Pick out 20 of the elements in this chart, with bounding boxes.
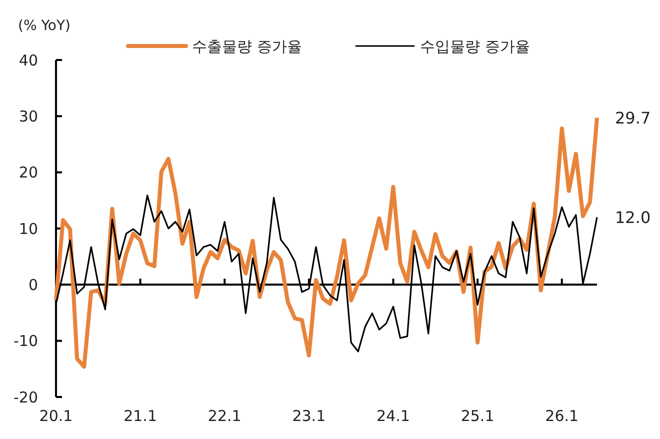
x-tick-label: 24.1 (376, 407, 410, 425)
x-tick-label: 25.1 (460, 407, 494, 425)
y-tick-label: 0 (28, 276, 38, 294)
x-tick-label: 22.1 (208, 407, 242, 425)
data-label: 29.7 (615, 108, 651, 128)
y-tick-label: -20 (14, 388, 38, 406)
y-tick-label: 40 (18, 51, 38, 70)
y-axis-title: (% YoY) (18, 18, 70, 34)
y-tick-label: 30 (18, 107, 38, 126)
x-tick-label: 20.1 (39, 407, 73, 425)
x-tick-label: 21.1 (124, 407, 158, 425)
y-tick-label: -10 (14, 332, 38, 350)
data-label: 12.0 (615, 208, 651, 227)
line-series (54, 116, 599, 369)
x-tick-label: 23.1 (292, 407, 326, 425)
x-tick-label: 26.1 (545, 407, 579, 425)
legend-label: 수입물량 증가율 (420, 37, 530, 56)
y-tick-label: 10 (18, 220, 38, 238)
y-tick-label: 20 (18, 164, 38, 182)
legend-label: 수출물량 증가율 (192, 37, 302, 56)
